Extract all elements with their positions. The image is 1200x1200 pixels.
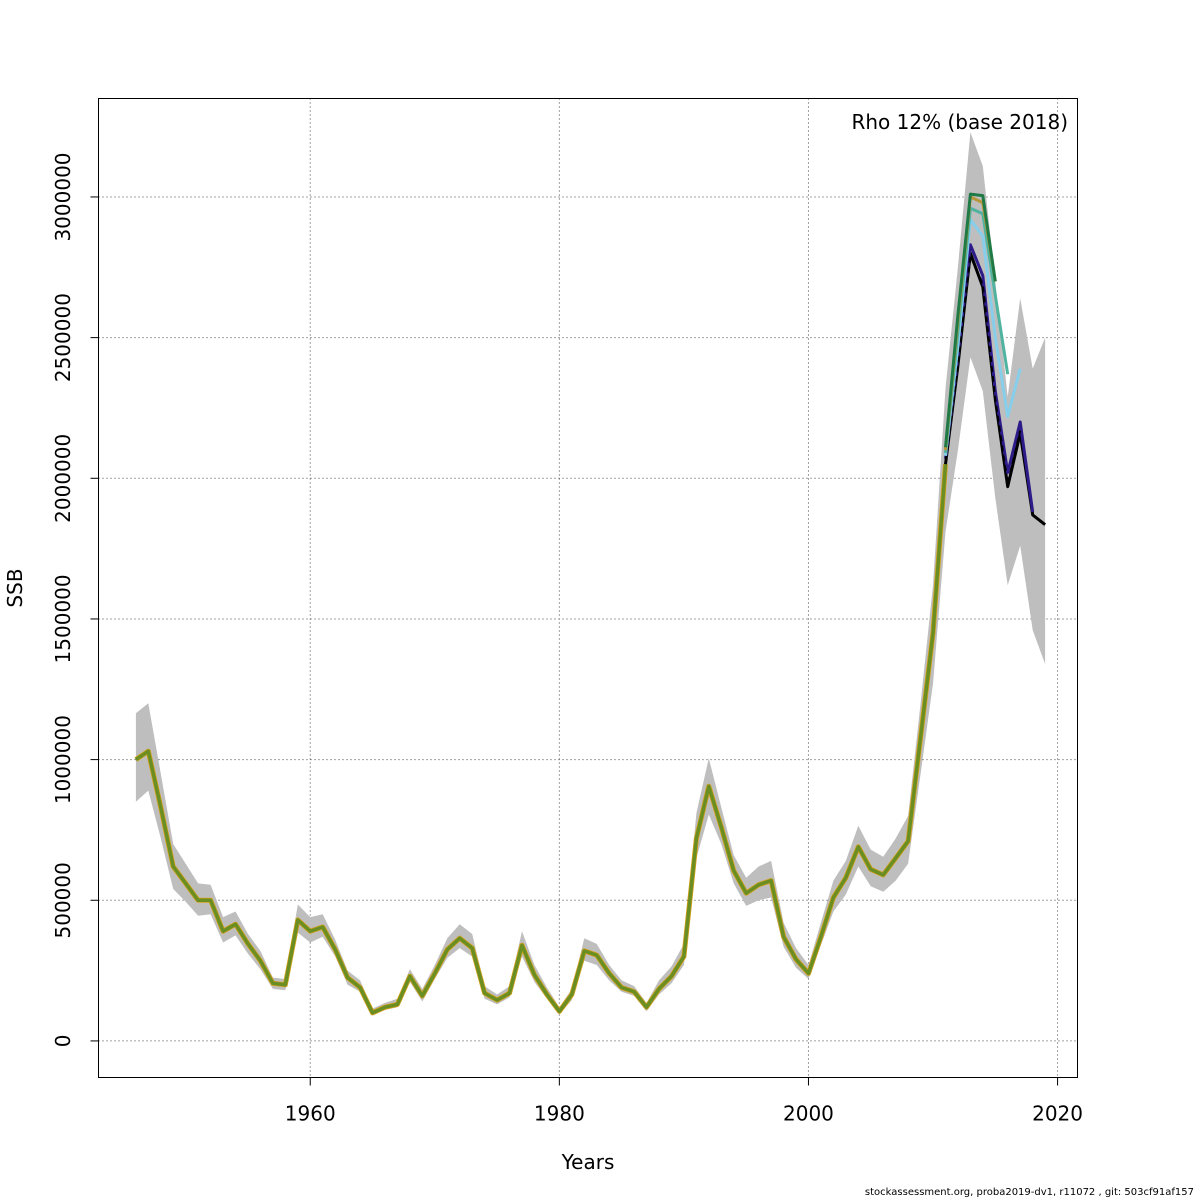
y-axis-title: SSB (3, 568, 27, 607)
y-tick-label: 500000 (51, 862, 75, 938)
footer-credit: stockassessment.org, proba2019-dv1, r110… (864, 1187, 1194, 1198)
x-tick-label: 1960 (285, 1102, 336, 1126)
y-tick-label: 2500000 (51, 293, 75, 382)
x-tick-label: 2000 (783, 1102, 834, 1126)
series-lines (134, 192, 1047, 1016)
y-tick-label: 1000000 (51, 715, 75, 804)
y-tick-label: 2000000 (51, 434, 75, 523)
series-line-base (134, 464, 948, 1015)
rho-annotation: Rho 12% (base 2018) (851, 110, 1068, 134)
x-axis: 1960 1980 2000 2020 (285, 1077, 1083, 1126)
y-tick-label: 1500000 (51, 574, 75, 663)
x-axis-title: Years (561, 1150, 615, 1174)
y-tick-label: 3000000 (51, 152, 75, 241)
y-axis: 0 500000 1000000 1500000 2000000 2500000 30000… (51, 152, 99, 1047)
series-line-peel-5 (944, 192, 997, 448)
x-tick-label: 2020 (1032, 1102, 1083, 1126)
y-tick-label: 0 (51, 1035, 75, 1048)
confidence-band (135, 132, 1046, 1016)
x-tick-label: 1980 (534, 1102, 585, 1126)
